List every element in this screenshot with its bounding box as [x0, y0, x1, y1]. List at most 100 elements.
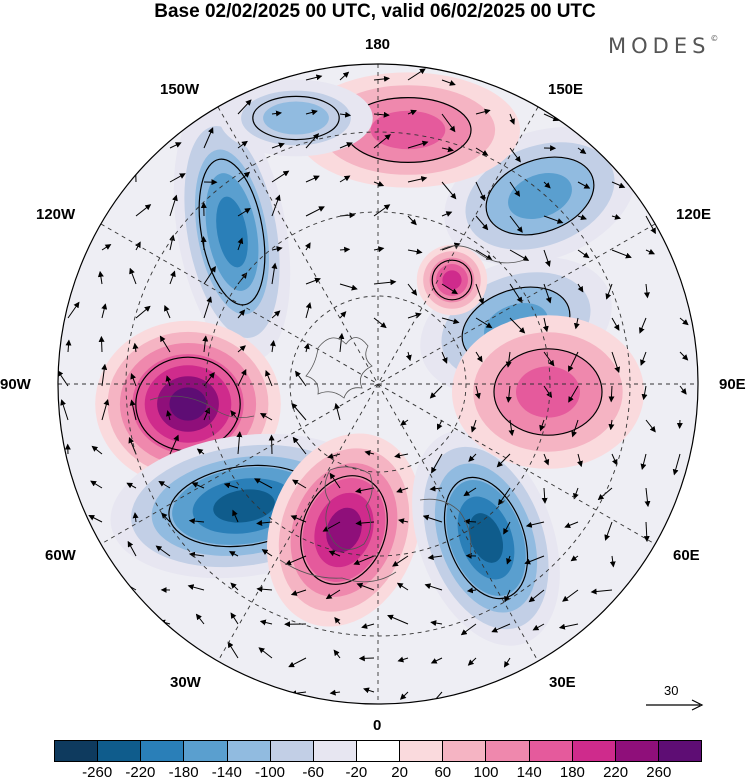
anomaly-contour-high-90w — [169, 387, 207, 421]
anomaly-outline-low-150w — [252, 95, 340, 141]
wind-vector — [542, 317, 549, 333]
anomaly-outline-high-pole — [431, 259, 473, 301]
wind-vector — [639, 317, 647, 334]
anomaly-outline-low-120e — [485, 156, 595, 236]
wind-vector — [407, 140, 429, 149]
wind-vector — [468, 453, 477, 462]
colorbar-tick-label: -20 — [345, 764, 368, 781]
wind-vector — [475, 181, 486, 202]
wind-vector — [475, 283, 485, 305]
polar-map — [57, 63, 699, 705]
wind-vector — [475, 147, 489, 156]
wind-vector — [387, 614, 409, 625]
wind-vector — [503, 521, 511, 535]
colorbar-ticks: -260 -220 -180 -140 -100 -60 -20 20 60 100 140 180 2… — [54, 764, 702, 782]
lon-label-120w: 120W — [36, 206, 76, 223]
wind-vector — [604, 521, 613, 541]
wind-vector — [155, 545, 171, 557]
wind-vector — [126, 482, 137, 489]
wind-vector — [441, 211, 453, 217]
wind-vector — [543, 385, 553, 399]
wind-vector — [129, 267, 137, 285]
anomaly-outline-high-atlantic — [300, 475, 388, 585]
wind-vector — [328, 550, 341, 557]
wind-vector — [334, 402, 341, 421]
brand-text: MODES — [608, 34, 711, 58]
wind-vector — [396, 582, 409, 591]
wind-vector — [570, 555, 579, 562]
colorbar-cell — [486, 741, 530, 761]
wind-vector — [88, 515, 103, 523]
wind-vector — [398, 518, 409, 525]
colorbar-cell — [313, 741, 357, 761]
brand-mark: © — [710, 34, 719, 43]
wind-vector — [305, 302, 312, 319]
wind-vector — [498, 487, 511, 506]
wind-vector — [329, 689, 341, 696]
wind-vector — [509, 181, 521, 197]
lon-label-60w: 60W — [45, 547, 76, 564]
wind-vector — [292, 436, 307, 455]
wind-vector — [505, 385, 512, 403]
wind-vector — [392, 555, 409, 567]
wind-vector — [568, 385, 579, 403]
wind-vector — [644, 487, 651, 508]
colorbar-cell — [615, 741, 659, 761]
lon-label-120e: 120E — [676, 206, 712, 223]
wind-vector — [679, 317, 689, 326]
anomaly-contour-high-180 — [370, 110, 446, 150]
wind-vector — [285, 555, 307, 566]
wind-vector — [532, 623, 545, 631]
wind-vector — [202, 335, 209, 353]
wind-vector — [339, 111, 352, 118]
wind-vector — [524, 555, 545, 565]
wind-vector — [355, 520, 375, 527]
wind-vector — [304, 242, 311, 251]
wind-vector — [237, 140, 248, 149]
wind-vector — [373, 75, 390, 82]
anomaly-contour-high-atlantic — [326, 507, 362, 553]
wind-vector — [509, 249, 530, 261]
wind-vector — [590, 588, 613, 595]
wind-vector — [509, 113, 515, 125]
wind-vector — [541, 487, 548, 504]
wind-vector — [254, 478, 273, 489]
wind-vector — [605, 283, 613, 300]
wind-vector — [509, 215, 523, 233]
wind-vector — [396, 487, 409, 493]
wind-vector — [305, 206, 325, 217]
wind-vector — [129, 399, 137, 421]
wind-vector — [91, 445, 103, 455]
wind-vector — [203, 265, 216, 285]
wind-vector — [611, 181, 626, 189]
wind-vector — [543, 283, 552, 304]
lon-label-150w: 150W — [160, 81, 200, 98]
colorbar-cell — [400, 741, 444, 761]
lon-label-30e: 30E — [549, 674, 576, 691]
wind-vector — [329, 472, 341, 489]
wind-vector — [609, 555, 616, 568]
wind-vector — [268, 434, 275, 455]
wind-vector — [97, 270, 104, 285]
lon-label-180: 180 — [365, 36, 391, 53]
colorbar-tick-label: 140 — [516, 764, 542, 781]
wind-vector — [271, 170, 290, 183]
wind-vector — [441, 79, 456, 86]
wind-vector — [429, 485, 443, 492]
wind-vector — [132, 512, 139, 523]
map-title: Base 02/02/2025 00 UTC, valid 06/02/2025… — [154, 1, 596, 22]
wind-vector — [475, 351, 483, 363]
wind-vector — [230, 410, 239, 421]
wind-vector — [339, 142, 353, 149]
wind-vector — [65, 339, 72, 353]
wind-vector — [339, 212, 356, 219]
wind-vector — [339, 71, 350, 81]
wind-vector — [290, 589, 307, 596]
wind-vector — [407, 176, 428, 183]
wind-vector — [645, 248, 656, 255]
wind-vector — [422, 514, 443, 523]
wind-vector — [509, 317, 526, 334]
wind-vector — [271, 246, 283, 252]
wind-vector — [271, 110, 282, 117]
wind-vector — [491, 623, 511, 633]
